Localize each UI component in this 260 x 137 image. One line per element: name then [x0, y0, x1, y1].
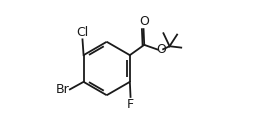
Text: Br: Br	[55, 83, 69, 96]
Text: O: O	[139, 15, 149, 28]
Text: Cl: Cl	[76, 26, 89, 39]
Text: F: F	[127, 98, 134, 111]
Text: O: O	[156, 43, 166, 56]
